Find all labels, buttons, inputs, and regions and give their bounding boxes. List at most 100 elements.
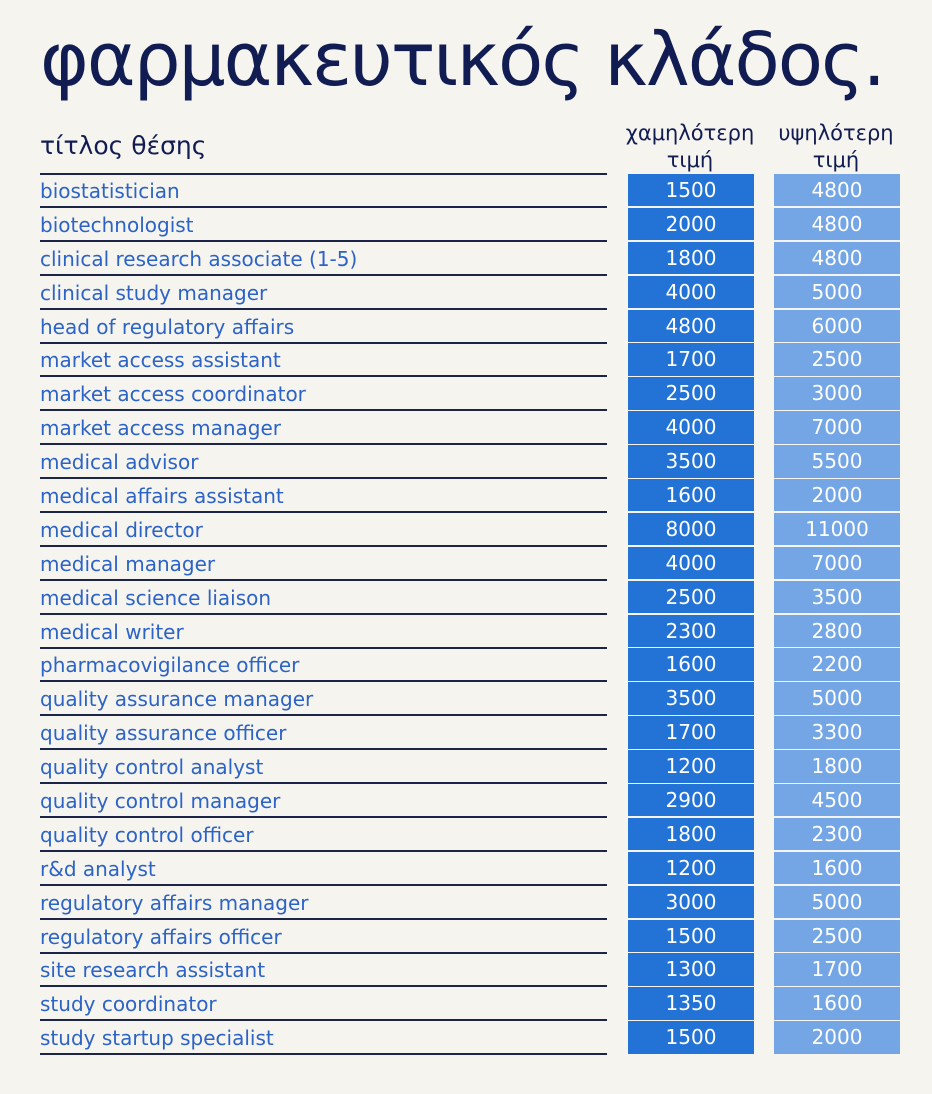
high-value-cell: 2000 (774, 479, 900, 512)
job-title-cell: market access manager (40, 411, 607, 446)
high-value-cell: 4800 (774, 241, 900, 275)
low-value-cell: 3000 (628, 885, 754, 919)
low-value-cell: 1700 (628, 716, 754, 749)
table-row: site research assistant 1300 1700 (0, 953, 932, 988)
table-row: market access manager 4000 7000 (0, 411, 932, 446)
low-value-cell: 1600 (628, 479, 754, 512)
salary-table: biostatistician 1500 4800 biotechnologist 20… (0, 174, 932, 1056)
job-title-cell: site research assistant (40, 953, 607, 988)
high-value-cell: 5000 (774, 885, 900, 919)
table-row: regulatory affairs officer 1500 2500 (0, 919, 932, 954)
job-title-cell: biostatistician (40, 174, 607, 208)
high-value-cell: 5000 (774, 275, 900, 309)
high-value-cell: 1600 (774, 987, 900, 1020)
column-header-low-value: χαμηλότερη τιμή (610, 120, 770, 174)
high-value-cell: 7000 (774, 546, 900, 580)
high-value-cell: 2000 (774, 1021, 900, 1054)
table-row: quality assurance manager 3500 5000 (0, 682, 932, 717)
high-value-cell: 4800 (774, 174, 900, 207)
table-row: biotechnologist 2000 4800 (0, 207, 932, 242)
low-value-cell: 4000 (628, 546, 754, 580)
table-row: market access coordinator 2500 3000 (0, 377, 932, 412)
low-value-cell: 1500 (628, 174, 754, 207)
job-title-cell: regulatory affairs officer (40, 920, 607, 954)
table-row: quality control officer 1800 2300 (0, 817, 932, 852)
high-value-cell: 5500 (774, 445, 900, 478)
low-value-cell: 1500 (628, 919, 754, 952)
job-title-cell: clinical research associate (1-5) (40, 242, 607, 276)
low-value-cell: 8000 (628, 512, 754, 546)
low-value-cell: 2000 (628, 207, 754, 241)
high-value-cell: 1600 (774, 851, 900, 885)
high-value-cell: 4800 (774, 207, 900, 241)
low-value-cell: 1700 (628, 343, 754, 376)
job-title-cell: head of regulatory affairs (40, 310, 607, 344)
table-row: medical affairs assistant 1600 2000 (0, 479, 932, 514)
job-title-cell: quality control analyst (40, 750, 607, 785)
column-header-job-title: τίτλος θέσης (40, 131, 207, 160)
high-value-cell: 2500 (774, 919, 900, 952)
low-value-cell: 1500 (628, 1021, 754, 1054)
low-value-cell: 1800 (628, 817, 754, 851)
high-value-cell: 1800 (774, 750, 900, 783)
column-header-high-line1: υψηλότερη (778, 121, 894, 145)
table-row: clinical research associate (1-5) 1800 480… (0, 241, 932, 276)
job-title-cell: clinical study manager (40, 276, 607, 310)
column-header-high-line2: τιμή (812, 148, 860, 172)
job-title-cell: medical advisor (40, 445, 607, 480)
job-title-cell: quality control manager (40, 784, 607, 819)
job-title-cell: quality control officer (40, 818, 607, 852)
page-title: φαρμακευτικός κλάδος. (40, 17, 886, 103)
high-value-cell: 4500 (774, 784, 900, 817)
low-value-cell: 4000 (628, 275, 754, 309)
table-row: head of regulatory affairs 4800 6000 (0, 309, 932, 344)
table-row: biostatistician 1500 4800 (0, 174, 932, 208)
low-value-cell: 1200 (628, 851, 754, 885)
job-title-cell: market access coordinator (40, 377, 607, 412)
table-row: medical writer 2300 2800 (0, 614, 932, 649)
low-value-cell: 3500 (628, 682, 754, 715)
low-value-cell: 1800 (628, 241, 754, 275)
job-title-cell: medical affairs assistant (40, 479, 607, 514)
high-value-cell: 6000 (774, 309, 900, 342)
high-value-cell: 2500 (774, 343, 900, 376)
job-title-cell: biotechnologist (40, 208, 607, 242)
job-title-cell: study coordinator (40, 987, 607, 1022)
job-title-cell: quality assurance officer (40, 716, 607, 751)
job-title-cell: market access assistant (40, 343, 607, 378)
table-row: r&d analyst 1200 1600 (0, 851, 932, 886)
low-value-cell: 2500 (628, 580, 754, 614)
header-divider (40, 173, 607, 175)
high-value-cell: 2200 (774, 648, 900, 681)
table-row: quality control analyst 1200 1800 (0, 750, 932, 785)
table-row: medical manager 4000 7000 (0, 546, 932, 581)
low-value-cell: 1200 (628, 750, 754, 783)
low-value-cell: 2300 (628, 614, 754, 647)
job-title-cell: medical director (40, 513, 607, 547)
column-header-high-value: υψηλότερη τιμή (756, 120, 916, 174)
low-value-cell: 1300 (628, 953, 754, 986)
table-row: medical science liaison 2500 3500 (0, 580, 932, 615)
job-title-cell: medical science liaison (40, 581, 607, 615)
column-header-low-line2: τιμή (666, 148, 714, 172)
job-title-cell: regulatory affairs manager (40, 886, 607, 920)
low-value-cell: 2500 (628, 377, 754, 410)
job-title-cell: medical manager (40, 547, 607, 581)
table-row: quality control manager 2900 4500 (0, 784, 932, 819)
high-value-cell: 2800 (774, 614, 900, 647)
low-value-cell: 1600 (628, 648, 754, 681)
table-row: study startup specialist 1500 2000 (0, 1021, 932, 1056)
table-row: quality assurance officer 1700 3300 (0, 716, 932, 751)
job-title-cell: quality assurance manager (40, 682, 607, 717)
low-value-cell: 4800 (628, 309, 754, 342)
high-value-cell: 3000 (774, 377, 900, 410)
table-row: market access assistant 1700 2500 (0, 343, 932, 378)
table-row: regulatory affairs manager 3000 5000 (0, 885, 932, 920)
high-value-cell: 7000 (774, 411, 900, 444)
table-row: medical director 8000 11000 (0, 512, 932, 547)
high-value-cell: 3300 (774, 716, 900, 749)
low-value-cell: 4000 (628, 411, 754, 444)
table-row: medical advisor 3500 5500 (0, 445, 932, 480)
table-row: pharmacovigilance officer 1600 2200 (0, 648, 932, 683)
high-value-cell: 11000 (774, 512, 900, 546)
